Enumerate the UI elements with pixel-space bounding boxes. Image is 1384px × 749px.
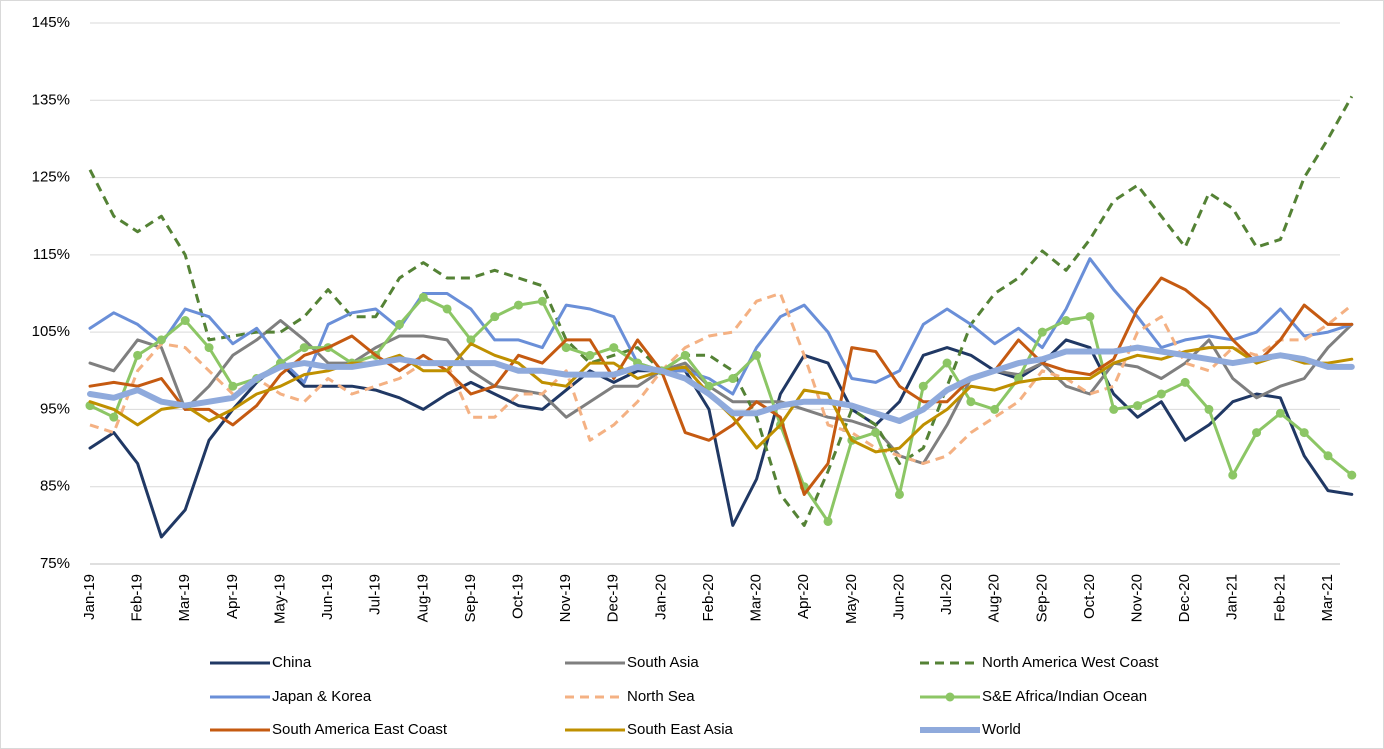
y-tick-label: 145% [32,14,70,31]
series-marker [466,335,476,345]
x-tick-label: May-20 [843,574,860,624]
series-marker [1228,470,1238,480]
x-tick-label: Oct-19 [510,574,527,619]
legend-label: Japan & Korea [272,688,372,705]
x-tick-label: Dec-20 [1176,574,1193,622]
legend-label: North Sea [627,688,695,705]
series-marker [871,428,881,438]
series-marker [966,397,976,407]
series-marker [752,350,762,360]
series-marker [1037,327,1047,337]
series-marker [942,358,952,368]
x-tick-label: Jan-20 [652,574,669,620]
x-tick-label: Feb-20 [700,574,717,622]
legend-label: S&E Africa/Indian Ocean [982,688,1147,705]
series-marker [1061,316,1071,326]
x-tick-label: Jun-19 [319,574,336,620]
series-marker [228,381,238,391]
series-marker [704,381,714,391]
series-marker [537,296,547,306]
series-marker [180,316,190,326]
series-marker [514,300,524,310]
series-marker [585,350,595,360]
series-marker [1133,401,1143,411]
x-tick-label: Nov-19 [557,574,574,622]
x-tick-label: Mar-19 [176,574,193,622]
x-tick-label: Mar-21 [1319,574,1336,622]
y-tick-label: 105% [32,323,70,340]
series-marker [1347,470,1357,480]
series-line [88,257,1354,396]
legend-label: China [272,654,312,671]
y-tick-label: 95% [40,400,70,417]
x-tick-label: Sep-20 [1033,574,1050,622]
series-marker [1156,389,1166,399]
series-marker [1085,312,1095,322]
x-tick-label: Mar-20 [748,574,765,622]
series-marker [1252,428,1262,438]
legend-label: World [982,721,1021,738]
series-marker [299,343,309,353]
series-marker [609,343,619,353]
series-marker [133,350,143,360]
series-marker [442,304,452,314]
series-marker [1204,404,1214,414]
series-marker [490,312,500,322]
x-tick-label: Apr-19 [224,574,241,619]
legend-marker [945,692,955,702]
series-line [88,319,1354,465]
legend-label: South America East Coast [272,721,448,738]
series-marker [728,374,738,384]
series-marker [680,350,690,360]
x-tick-label: Dec-19 [605,574,622,622]
legend-label: South East Asia [627,721,734,738]
series-marker [1180,377,1190,387]
series-marker [395,319,404,329]
x-tick-label: Jan-19 [81,574,98,620]
legend-label: North America West Coast [982,654,1159,671]
series-marker [823,516,833,526]
series-line [88,95,1354,527]
x-tick-label: Apr-20 [795,574,812,619]
x-tick-label: Nov-20 [1129,574,1146,622]
x-tick-label: Sep-19 [462,574,479,622]
series-line [87,344,1355,424]
legend-label: South Asia [627,654,699,671]
x-tick-label: Feb-19 [129,574,146,622]
y-tick-label: 115% [33,246,70,263]
series-marker [918,381,928,391]
x-tick-label: Jun-20 [890,574,907,620]
series-marker [990,404,1000,414]
x-tick-label: Jan-21 [1224,574,1241,620]
x-tick-label: Aug-19 [414,574,431,622]
series-marker [204,343,214,353]
x-tick-label: Jul-19 [367,574,384,615]
y-tick-label: 125% [32,169,70,186]
series-marker [1323,451,1333,461]
series-marker [418,292,428,302]
series-line [88,338,1354,539]
x-tick-label: Jul-20 [938,574,955,615]
y-tick-label: 75% [40,555,70,572]
series-marker [156,335,166,345]
series-marker [1275,408,1285,418]
x-tick-label: Aug-20 [986,574,1003,622]
y-tick-label: 85% [40,478,70,495]
series-marker [1299,428,1309,438]
x-tick-label: Feb-21 [1271,574,1288,622]
series-line [88,276,1354,496]
x-tick-label: Oct-20 [1081,574,1098,619]
series-marker [1109,404,1119,414]
series-marker [561,343,571,353]
series-marker [894,489,904,499]
series-marker [109,412,119,422]
x-tick-label: May-19 [271,574,288,624]
y-tick-label: 135% [32,91,70,108]
